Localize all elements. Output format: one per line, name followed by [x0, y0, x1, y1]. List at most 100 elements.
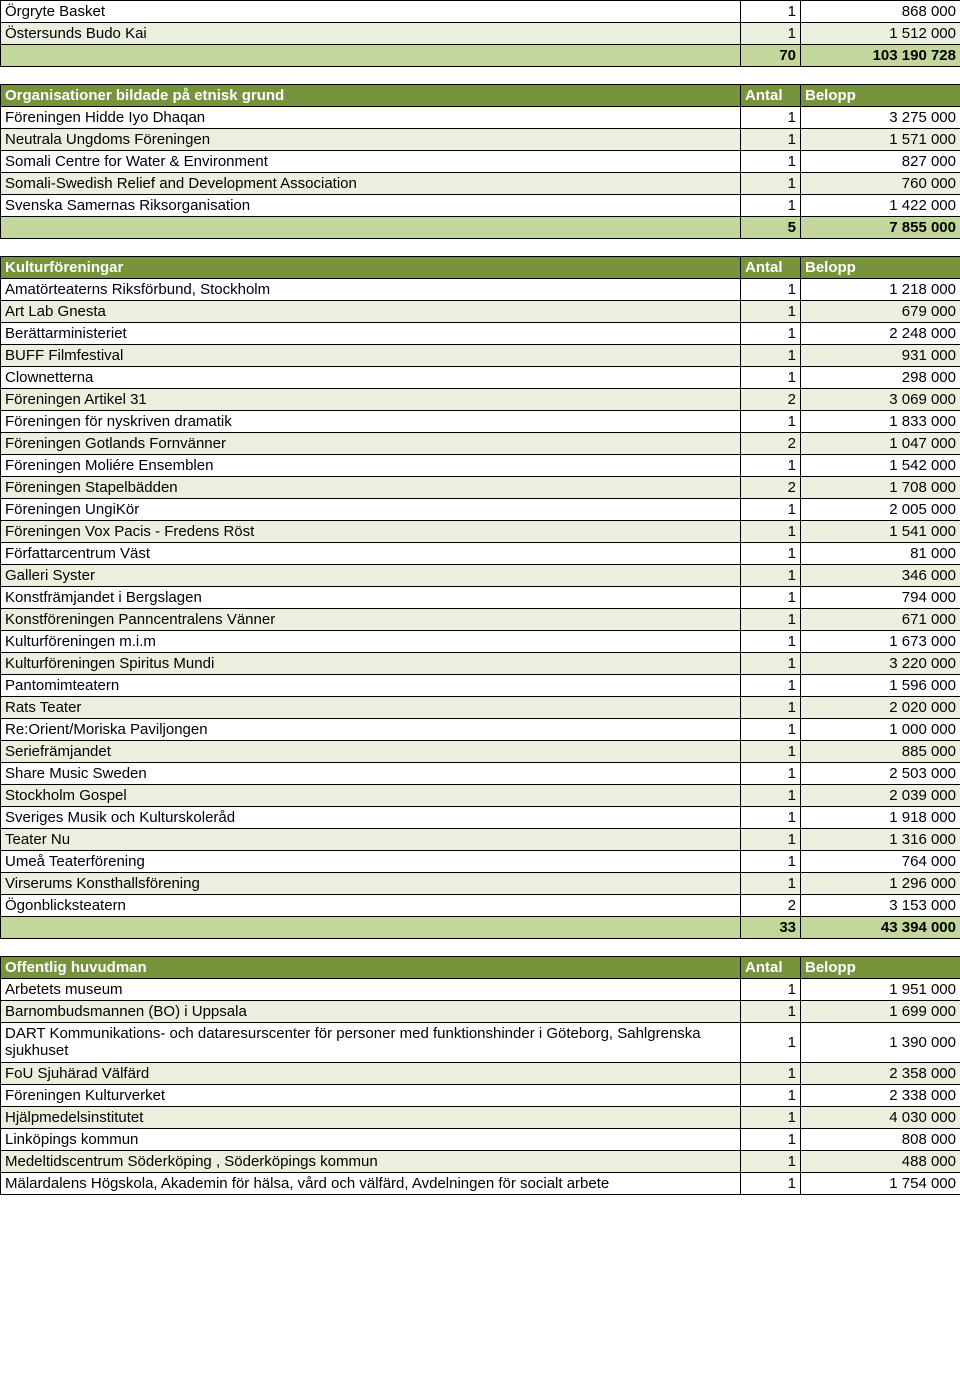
cell-amount: 1 596 000	[801, 675, 960, 697]
cell-amount: 1 047 000	[801, 433, 960, 455]
cell-count: 1	[741, 1023, 801, 1063]
table-row: Föreningen Vox Pacis - Fredens Röst11 54…	[1, 521, 960, 543]
cell-name: Föreningen Stapelbädden	[1, 477, 741, 499]
cell-count: 1	[741, 1128, 801, 1150]
table-row: Amatörteaterns Riksförbund, Stockholm11 …	[1, 279, 960, 301]
cell-name: FoU Sjuhärad Välfärd	[1, 1062, 741, 1084]
cell-name: Föreningen Artikel 31	[1, 389, 741, 411]
data-table: Örgryte Basket1868 000Östersunds Budo Ka…	[0, 0, 960, 1195]
cell-name: Konstfrämjandet i Bergslagen	[1, 587, 741, 609]
section-header: Offentlig huvudmanAntalBelopp	[1, 957, 960, 979]
spacer-row	[1, 67, 960, 85]
cell-count: 1	[741, 279, 801, 301]
table-row: Föreningen Artikel 3123 069 000	[1, 389, 960, 411]
cell-count: 1	[741, 851, 801, 873]
table-row: Re:Orient/Moriska Paviljongen11 000 000	[1, 719, 960, 741]
cell-count: 1	[741, 367, 801, 389]
table-row: Teater Nu11 316 000	[1, 829, 960, 851]
cell-name: Föreningen Kulturverket	[1, 1084, 741, 1106]
table-row: Clownetterna1298 000	[1, 367, 960, 389]
cell-count: 1	[741, 1150, 801, 1172]
cell-amount: 1 390 000	[801, 1023, 960, 1063]
table-row: Share Music Sweden12 503 000	[1, 763, 960, 785]
cell-amount: 1 541 000	[801, 521, 960, 543]
cell-amount: 931 000	[801, 345, 960, 367]
cell-name: Östersunds Budo Kai	[1, 23, 741, 45]
table-row: Konstföreningen Panncentralens Vänner167…	[1, 609, 960, 631]
cell-amount: 2 248 000	[801, 323, 960, 345]
cell-count: 1	[741, 521, 801, 543]
cell-count: 2	[741, 895, 801, 917]
cell-count: 1	[741, 763, 801, 785]
cell-amount: 1 422 000	[801, 195, 960, 217]
cell-amount: 1 316 000	[801, 829, 960, 851]
spacer-row	[1, 939, 960, 957]
table-row: Föreningen Kulturverket12 338 000	[1, 1084, 960, 1106]
cell-amount: 3 069 000	[801, 389, 960, 411]
table-row: Pantomimteatern11 596 000	[1, 675, 960, 697]
cell-count: 2	[741, 433, 801, 455]
cell-amount: 1 833 000	[801, 411, 960, 433]
cell-amount: 1 542 000	[801, 455, 960, 477]
header-title: Organisationer bildade på etnisk grund	[1, 85, 741, 107]
cell-amount: 868 000	[801, 1, 960, 23]
cell-count: 1	[741, 151, 801, 173]
cell-count: 1	[741, 1001, 801, 1023]
table-row: FoU Sjuhärad Välfärd12 358 000	[1, 1062, 960, 1084]
table-row: Berättarministeriet12 248 000	[1, 323, 960, 345]
table-row: Medeltidscentrum Söderköping , Söderköpi…	[1, 1150, 960, 1172]
cell-amount: 1 673 000	[801, 631, 960, 653]
cell-amount: 3 153 000	[801, 895, 960, 917]
cell-name: Pantomimteatern	[1, 675, 741, 697]
table-row: Föreningen för nyskriven dramatik11 833 …	[1, 411, 960, 433]
cell-count: 1	[741, 345, 801, 367]
cell-count: 1	[741, 543, 801, 565]
cell-count: 1	[741, 301, 801, 323]
total-count: 5	[741, 217, 801, 239]
cell-amount: 1 951 000	[801, 979, 960, 1001]
total-blank	[1, 217, 741, 239]
cell-name: Barnombudsmannen (BO) i Uppsala	[1, 1001, 741, 1023]
section-header: Organisationer bildade på etnisk grundAn…	[1, 85, 960, 107]
table-row: BUFF Filmfestival1931 000	[1, 345, 960, 367]
table-row: Föreningen Hidde Iyo Dhaqan13 275 000	[1, 107, 960, 129]
cell-amount: 1 218 000	[801, 279, 960, 301]
cell-amount: 760 000	[801, 173, 960, 195]
cell-name: Föreningen för nyskriven dramatik	[1, 411, 741, 433]
cell-name: Föreningen Vox Pacis - Fredens Röst	[1, 521, 741, 543]
cell-count: 1	[741, 455, 801, 477]
table-row: Svenska Samernas Riksorganisation11 422 …	[1, 195, 960, 217]
cell-name: Galleri Syster	[1, 565, 741, 587]
spacer	[1, 239, 960, 257]
cell-count: 1	[741, 587, 801, 609]
table-row: Ögonblicksteatern23 153 000	[1, 895, 960, 917]
cell-amount: 885 000	[801, 741, 960, 763]
cell-count: 1	[741, 129, 801, 151]
cell-name: Umeå Teaterförening	[1, 851, 741, 873]
table-row: Föreningen UngiKör12 005 000	[1, 499, 960, 521]
cell-count: 1	[741, 565, 801, 587]
cell-amount: 346 000	[801, 565, 960, 587]
cell-name: Arbetets museum	[1, 979, 741, 1001]
cell-count: 1	[741, 979, 801, 1001]
cell-amount: 1 699 000	[801, 1001, 960, 1023]
table-row: Örgryte Basket1868 000	[1, 1, 960, 23]
table-row: Föreningen Moliére Ensemblen11 542 000	[1, 455, 960, 477]
cell-count: 1	[741, 609, 801, 631]
header-col2: Antal	[741, 85, 801, 107]
cell-count: 1	[741, 499, 801, 521]
cell-name: Re:Orient/Moriska Paviljongen	[1, 719, 741, 741]
cell-amount: 764 000	[801, 851, 960, 873]
cell-name: Svenska Samernas Riksorganisation	[1, 195, 741, 217]
cell-name: DART Kommunikations- och dataresurscente…	[1, 1023, 741, 1063]
cell-name: BUFF Filmfestival	[1, 345, 741, 367]
cell-amount: 2 005 000	[801, 499, 960, 521]
cell-name: Föreningen Gotlands Fornvänner	[1, 433, 741, 455]
cell-amount: 794 000	[801, 587, 960, 609]
header-col3: Belopp	[801, 257, 960, 279]
cell-amount: 1 754 000	[801, 1172, 960, 1194]
header-title: Offentlig huvudman	[1, 957, 741, 979]
cell-name: Neutrala Ungdoms Föreningen	[1, 129, 741, 151]
table-row: Galleri Syster1346 000	[1, 565, 960, 587]
table-row: Virserums Konsthallsförening11 296 000	[1, 873, 960, 895]
